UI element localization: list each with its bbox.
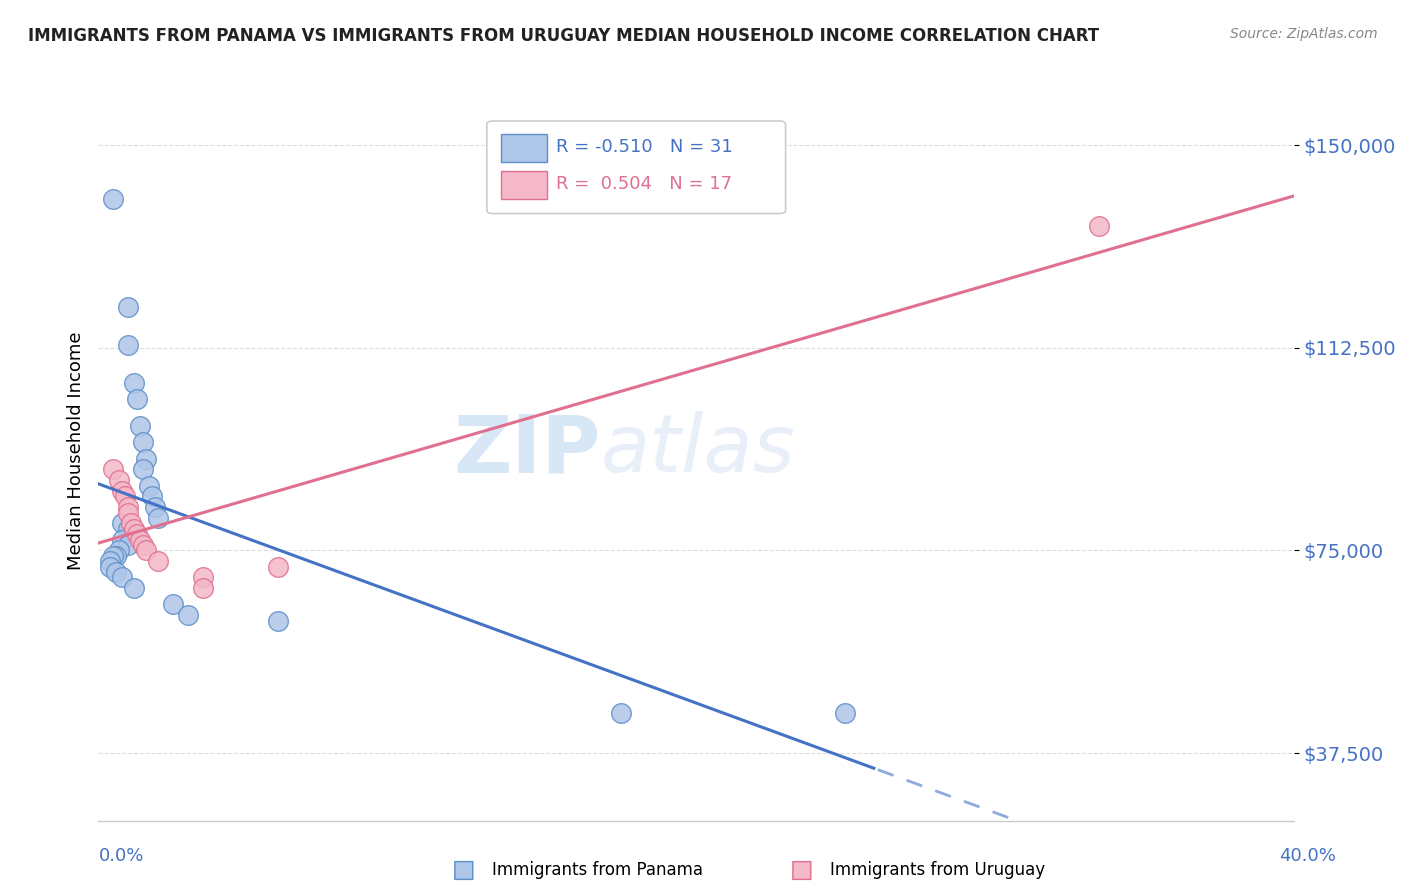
Point <box>98 554 122 568</box>
Point <box>267 559 290 574</box>
Point <box>135 451 157 466</box>
Point <box>124 527 146 541</box>
Point <box>1088 219 1111 234</box>
Point <box>148 511 170 525</box>
Point <box>103 462 125 476</box>
Text: ■: ■ <box>453 858 475 881</box>
Text: ZIP: ZIP <box>453 411 600 490</box>
Point <box>138 478 160 492</box>
Point <box>117 506 139 520</box>
Text: □: □ <box>453 858 475 881</box>
Point <box>103 549 125 563</box>
Point <box>834 706 856 720</box>
Point <box>129 419 152 434</box>
Point <box>124 581 146 595</box>
Point <box>98 559 122 574</box>
Point <box>148 554 170 568</box>
Text: 40.0%: 40.0% <box>1279 847 1336 865</box>
Point <box>114 489 136 503</box>
Point <box>132 462 155 476</box>
Point <box>127 527 149 541</box>
Point <box>117 500 139 515</box>
Point <box>191 581 214 595</box>
Point <box>103 192 125 206</box>
Point <box>111 516 134 531</box>
Point <box>129 533 152 547</box>
Point <box>141 489 163 503</box>
Point <box>120 516 142 531</box>
Text: Immigrants from Panama: Immigrants from Panama <box>492 861 703 879</box>
Text: ■: ■ <box>790 858 813 881</box>
Text: 0.0%: 0.0% <box>98 847 143 865</box>
Point <box>610 706 633 720</box>
FancyBboxPatch shape <box>486 121 786 213</box>
Point <box>132 435 155 450</box>
Point <box>117 538 139 552</box>
Point <box>117 300 139 314</box>
Point <box>111 570 134 584</box>
Text: □: □ <box>790 858 813 881</box>
Point <box>105 565 128 579</box>
Point <box>177 608 200 623</box>
Text: Immigrants from Uruguay: Immigrants from Uruguay <box>830 861 1045 879</box>
Bar <box>501 170 547 199</box>
Point <box>124 376 146 390</box>
Point <box>127 392 149 406</box>
Point <box>111 483 134 498</box>
Bar <box>501 134 547 161</box>
Y-axis label: Median Household Income: Median Household Income <box>66 331 84 570</box>
Point <box>132 538 155 552</box>
Point <box>124 522 146 536</box>
Text: IMMIGRANTS FROM PANAMA VS IMMIGRANTS FROM URUGUAY MEDIAN HOUSEHOLD INCOME CORREL: IMMIGRANTS FROM PANAMA VS IMMIGRANTS FRO… <box>28 27 1099 45</box>
Point <box>162 598 184 612</box>
Point <box>267 614 290 628</box>
Text: R = -0.510   N = 31: R = -0.510 N = 31 <box>557 138 733 156</box>
Point <box>191 570 214 584</box>
Point <box>108 543 131 558</box>
Text: atlas: atlas <box>600 411 796 490</box>
Point <box>117 338 139 352</box>
Point <box>143 500 166 515</box>
Point <box>117 522 139 536</box>
Text: R =  0.504   N = 17: R = 0.504 N = 17 <box>557 175 733 193</box>
Text: Source: ZipAtlas.com: Source: ZipAtlas.com <box>1230 27 1378 41</box>
Point <box>108 473 131 487</box>
Point <box>111 533 134 547</box>
Point <box>135 543 157 558</box>
Point <box>105 549 128 563</box>
